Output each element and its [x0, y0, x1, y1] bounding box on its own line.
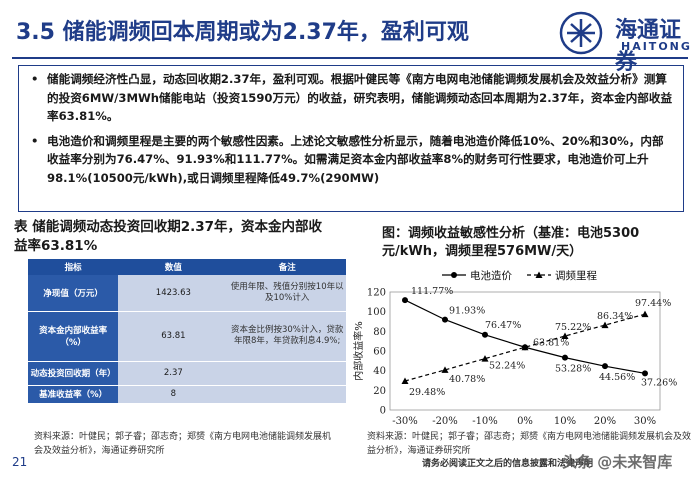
summary-box: 储能调频经济性凸显，动态回收期2.37年，盈利可观。根据叶健民等《南方电网电池储… [18, 65, 684, 212]
y-tick-label: 120 [367, 288, 386, 299]
table-header-note: 备注 [228, 259, 346, 275]
row-note [228, 361, 346, 386]
data-label: 91.93% [449, 306, 485, 317]
data-label: 37.26% [641, 377, 677, 388]
data-point [441, 366, 449, 373]
legend-marker-triangle [535, 271, 543, 278]
y-tick-label: 0 [380, 406, 386, 417]
x-tick-label: 0% [517, 416, 533, 427]
data-point [642, 370, 648, 377]
row-value: 63.81 [118, 311, 229, 362]
data-label: 111.77% [411, 286, 453, 297]
chart-title: 图：调频收益敏感性分析（基准：电池5300元/kWh，调频里程576MW/天） [382, 226, 640, 259]
bullet-1: 储能调频经济性凸显，动态回收期2.37年，盈利可观。根据叶健民等《南方电网电池储… [31, 70, 675, 126]
row-key: 净现值（万元） [28, 275, 119, 312]
disclaimer-notice: 请务必阅读正文之后的信息披露和法律声明 [422, 459, 594, 469]
x-tick-label: -30% [392, 416, 418, 427]
data-label: 76.47% [485, 320, 521, 331]
row-key: 基准收益率（%） [28, 385, 119, 404]
header-rule [12, 57, 688, 59]
legend-label: 电池造价 [470, 269, 512, 282]
x-tick-label: -20% [432, 416, 458, 427]
row-value: 8 [118, 385, 229, 404]
x-tick-label: 20% [594, 416, 616, 427]
row-key: 资本金内部收益率（%） [28, 311, 119, 362]
y-tick-label: 80 [373, 327, 386, 338]
row-value: 1423.63 [118, 275, 229, 312]
row-note: 资本金比例按30%计入，贷款年限8年，年贷款利息4.9%; [228, 311, 346, 362]
data-point [521, 343, 529, 351]
data-label: 29.48% [409, 387, 445, 398]
table-row: 净现值（万元） 1423.63 使用年限、残值分别按10年以及10%计入 [28, 275, 346, 312]
y-axis-label: 内部收益率% [352, 321, 365, 381]
data-point [401, 377, 409, 385]
data-point [481, 355, 489, 362]
row-value: 2.37 [118, 361, 229, 386]
x-tick-label: -10% [472, 416, 498, 427]
data-point [402, 297, 408, 304]
bullet-2: 电池造价和调频里程是主要的两个敏感性因素。上述论文敏感性分析显示，随着电池造价降… [31, 132, 675, 188]
logo-text-en: HAITONG [621, 40, 692, 53]
page-title: 3.5 储能调频回本周期或为2.37年，盈利可观 [16, 20, 469, 45]
watermark: 头条 @未来智库 [562, 453, 673, 471]
haitong-emblem-icon [559, 11, 603, 55]
legend-marker-circle [451, 272, 457, 278]
table-header-indicator: 指标 [28, 259, 119, 275]
payback-table: 指标 数值 备注 净现值（万元） 1423.63 使用年限、残值分别按10年以及… [28, 259, 346, 404]
haitong-logo: 海通证券 HAITONG [555, 10, 695, 75]
data-point [561, 332, 569, 340]
logo-text-cn: 海通证券 [615, 17, 682, 75]
data-point [562, 354, 568, 361]
source-note-right: 资料来源：叶健民；郭子睿；邵志奇；郑赟《南方电网电池储能调频发展机会及效益分析》… [367, 432, 692, 456]
table-row: 基准收益率（%） 8 [28, 385, 346, 404]
table-title: 表 储能调频动态投资回收期2.37年，资本金内部收益率63.81% [14, 219, 323, 254]
plot-frame [389, 291, 661, 411]
table-header-value: 数值 [118, 259, 229, 275]
data-point [482, 331, 488, 338]
table-row: 动态投资回收期（年） 2.37 [28, 361, 346, 386]
sensitivity-chart: 0 20 40 60 80 100 120 -30% -20% -10% 0% 10% 20% 30% 内部… [352, 269, 677, 427]
row-note [228, 385, 346, 404]
row-key: 动态投资回收期（年） [28, 361, 119, 386]
data-label: 53.28% [555, 364, 591, 375]
y-tick-label: 100 [367, 307, 386, 318]
x-tick-label: 10% [554, 416, 576, 427]
data-point [602, 363, 608, 370]
row-note: 使用年限、残值分别按10年以及10%计入 [228, 275, 346, 312]
data-label: 52.24% [489, 361, 525, 372]
page-number: 21 [12, 455, 28, 469]
data-point [641, 310, 649, 318]
data-label: 44.56% [599, 372, 635, 383]
data-point [442, 316, 448, 323]
source-note-left: 资料来源：叶健民；郭子睿；邵志奇；郑赟《南方电网电池储能调频发展机会及效益分析》… [34, 432, 332, 456]
y-tick-label: 20 [373, 386, 386, 397]
y-tick-label: 40 [373, 366, 386, 377]
data-label: 97.44% [635, 298, 671, 309]
legend-label: 调频里程 [555, 269, 597, 282]
data-label: 40.78% [449, 374, 485, 385]
data-label: 75.22% [555, 322, 591, 333]
data-point [601, 321, 609, 329]
y-tick-label: 60 [373, 347, 386, 358]
data-label: 86.34% [597, 311, 633, 322]
table-row: 资本金内部收益率（%） 63.81 资本金比例按30%计入，贷款年限8年，年贷款… [28, 311, 346, 362]
x-tick-label: 30% [634, 416, 656, 427]
data-label: 63.81% [533, 337, 569, 348]
